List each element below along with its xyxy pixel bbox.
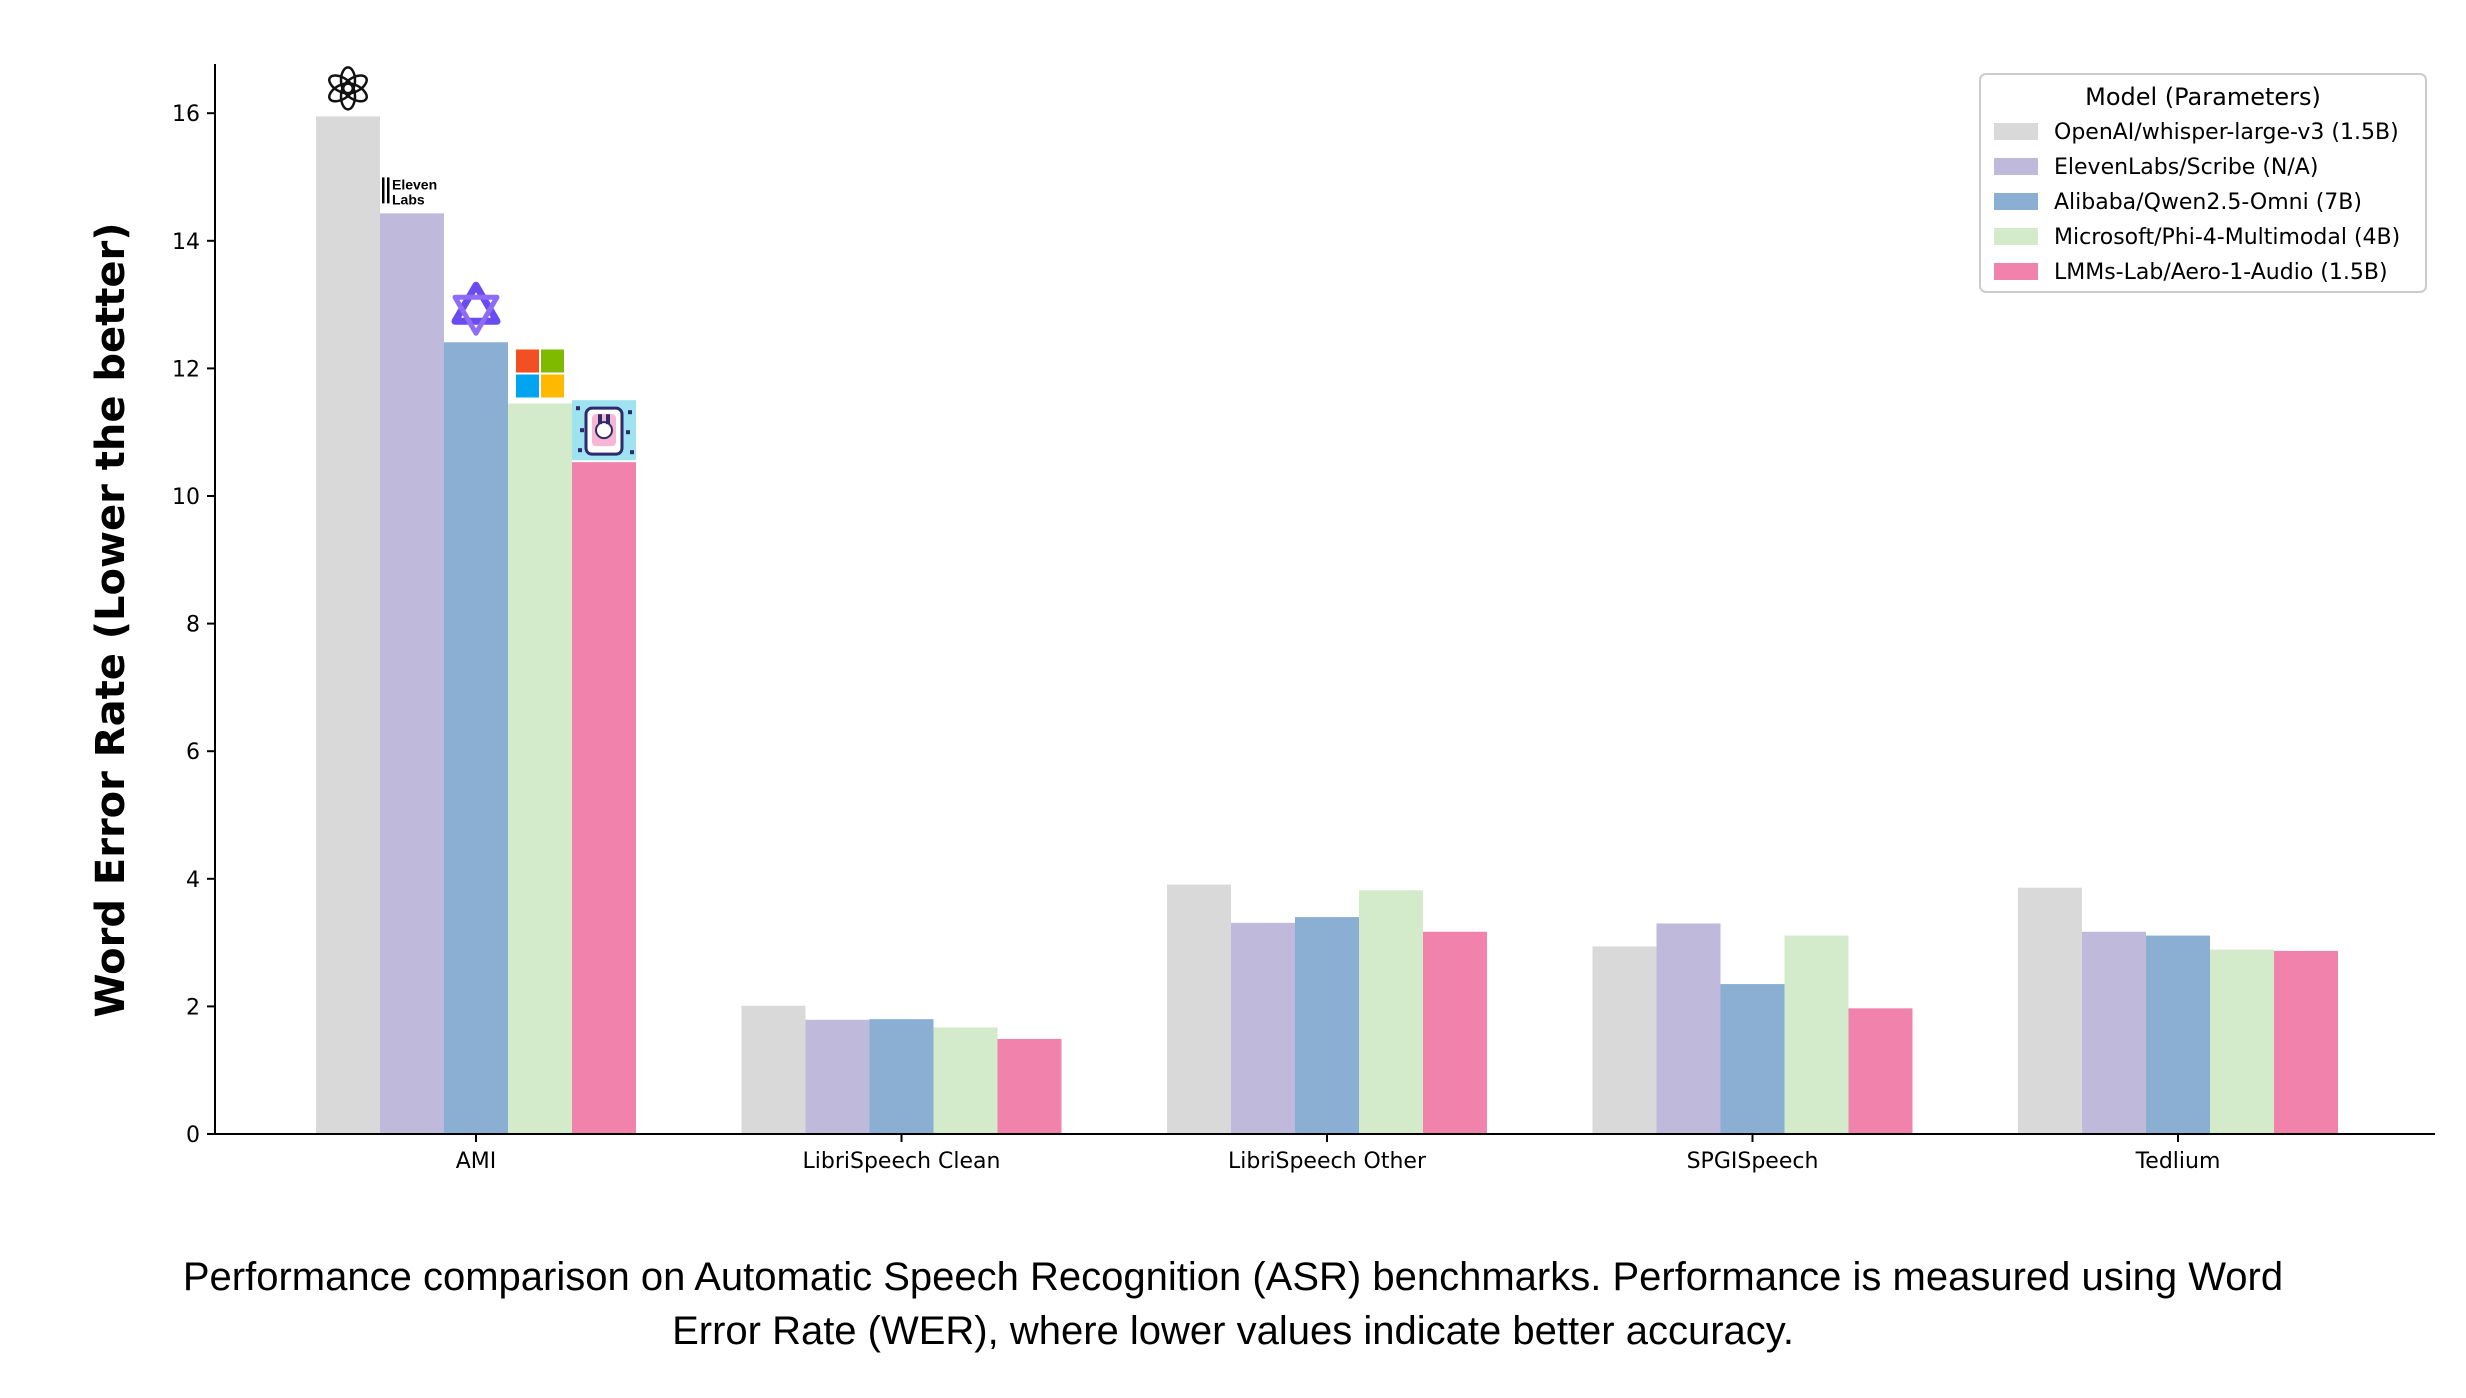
y-tick-label: 0 [186, 1123, 200, 1148]
y-tick-label: 2 [186, 995, 200, 1020]
x-tick-label: SPGISpeech [1687, 1149, 1819, 1174]
wer-bar-chart: 0 2 4 6 8 10 12 14 16 AMI LibriSpeech Clean LibriS… [88, 64, 2435, 1174]
bar-3-3 [1784, 935, 1849, 1134]
y-tick-label: 6 [186, 740, 200, 765]
qwen-icon [451, 281, 501, 336]
y-tick-label: 8 [186, 613, 200, 638]
bar-3-1 [1656, 923, 1721, 1134]
bar-1-4 [997, 1038, 1062, 1134]
bar-2-2 [1295, 917, 1359, 1134]
bar-0-2 [444, 342, 508, 1134]
x-ticks-group: AMI LibriSpeech Clean LibriSpeech Other SPG… [456, 1134, 2221, 1174]
bar-4-1 [2082, 931, 2146, 1134]
svg-text:Labs: Labs [392, 191, 425, 207]
y-tick-label: 10 [172, 485, 200, 510]
x-tick-label: LibriSpeech Other [1228, 1149, 1427, 1174]
elevenlabs-icon: ElevenLabs [382, 176, 437, 207]
legend-swatch [1994, 193, 2038, 210]
y-ticks-group: 0 2 4 6 8 10 12 14 16 [172, 102, 215, 1148]
axes-group [214, 64, 2435, 1135]
bar-1-3 [933, 1027, 998, 1134]
bar-0-0 [316, 116, 380, 1134]
legend: Model (Parameters) OpenAI/whisper-large-… [1979, 73, 2427, 293]
y-tick-label: 4 [186, 868, 200, 893]
y-tick-label: 14 [172, 230, 200, 255]
bar-3-2 [1720, 984, 1785, 1134]
legend-swatch [1994, 228, 2038, 245]
microsoft-icon [516, 349, 564, 398]
bar-2-1 [1231, 922, 1295, 1134]
legend-items: OpenAI/whisper-large-v3 (1.5B) ElevenLabs… [1994, 120, 2400, 285]
y-tick-label: 16 [172, 102, 200, 127]
x-tick-label: LibriSpeech Clean [803, 1149, 1001, 1174]
bar-4-0 [2018, 887, 2082, 1134]
x-tick-label: Tedlium [2135, 1149, 2221, 1174]
svg-text:Eleven: Eleven [392, 176, 437, 192]
bar-3-4 [1848, 1008, 1913, 1134]
bars-group [316, 116, 2338, 1135]
bar-1-0 [741, 1005, 806, 1134]
legend-title: Model (Parameters) [2085, 83, 2321, 111]
legend-swatch [1994, 263, 2038, 280]
bar-0-4 [572, 462, 636, 1134]
figure-caption: Performance comparison on Automatic Spee… [182, 1255, 2284, 1353]
legend-swatch [1994, 158, 2038, 175]
legend-label: Microsoft/Phi-4-Multimodal (4B) [2054, 225, 2400, 250]
bar-0-3 [508, 403, 572, 1134]
legend-label: ElevenLabs/Scribe (N/A) [2054, 155, 2318, 180]
legend-label: OpenAI/whisper-large-v3 (1.5B) [2054, 120, 2399, 145]
legend-frame [1979, 73, 2427, 293]
x-tick-label: AMI [456, 1149, 497, 1174]
bar-2-4 [1423, 931, 1487, 1134]
bar-1-1 [805, 1019, 870, 1134]
bar-2-3 [1359, 890, 1423, 1134]
y-axis-label: Word Error Rate (Lower the better) [88, 222, 134, 1017]
y-tick-label: 12 [172, 357, 200, 382]
logos-group: ElevenLabs [328, 66, 636, 461]
bar-0-1 [380, 213, 444, 1135]
bar-4-4 [2274, 950, 2338, 1134]
aero-icon [572, 400, 636, 461]
bar-3-0 [1592, 946, 1657, 1134]
bar-1-2 [869, 1019, 934, 1134]
bar-4-2 [2146, 935, 2210, 1134]
bar-2-0 [1167, 884, 1231, 1134]
openai-icon [328, 66, 368, 111]
bar-4-3 [2210, 949, 2274, 1134]
legend-label: LMMs-Lab/Aero-1-Audio (1.5B) [2054, 260, 2388, 285]
legend-label: Alibaba/Qwen2.5-Omni (7B) [2054, 190, 2362, 215]
legend-swatch [1994, 123, 2038, 140]
